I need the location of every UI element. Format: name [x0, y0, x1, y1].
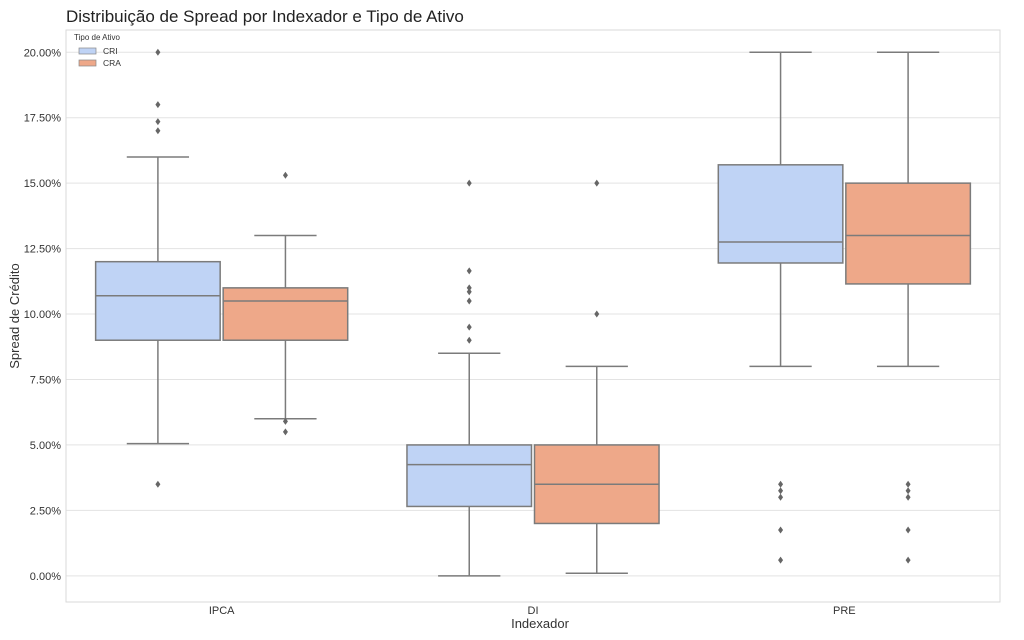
outlier-point — [466, 179, 472, 187]
outlier-point — [466, 336, 472, 344]
outlier-point — [466, 297, 472, 305]
legend-label-cra: CRA — [103, 58, 121, 68]
outlier-point — [466, 284, 472, 292]
y-tick-label: 17.50% — [24, 113, 62, 125]
outlier-point — [778, 480, 784, 488]
legend-label-cri: CRI — [103, 46, 118, 56]
x-axis-label: Indexador — [511, 616, 569, 631]
outlier-point — [905, 493, 911, 501]
outlier-point — [778, 556, 784, 564]
outlier-point — [155, 480, 161, 488]
x-axis: IPCA DI PRE — [209, 605, 856, 617]
box-cra-pre — [845, 51, 972, 564]
y-tick-label: 12.50% — [24, 244, 62, 256]
outlier-point — [778, 493, 784, 501]
outlier-point — [905, 556, 911, 564]
y-tick-label: 20.00% — [24, 47, 62, 59]
box-cri-di — [406, 179, 533, 577]
outlier-point — [905, 480, 911, 488]
outlier-point — [282, 417, 288, 425]
outlier-point — [155, 101, 161, 109]
outlier-point — [778, 526, 784, 534]
y-tick-label: 5.00% — [30, 440, 61, 452]
outlier-point — [155, 127, 161, 135]
legend-swatch-cra — [78, 59, 97, 67]
outlier-point — [905, 526, 911, 534]
outlier-point — [282, 428, 288, 436]
box-cra-ipca — [222, 171, 349, 436]
iqr-box — [94, 260, 221, 341]
iqr-box — [717, 164, 844, 264]
outlier-point — [466, 267, 472, 275]
legend: Tipo de Ativo CRI CRA — [74, 33, 121, 68]
box-cri-pre — [717, 51, 844, 564]
y-axis-label: Spread de Crédito — [7, 263, 22, 369]
chart-title: Distribuição de Spread por Indexador e T… — [66, 7, 464, 26]
y-tick-label: 15.00% — [24, 178, 62, 190]
y-tick-label: 7.50% — [30, 374, 61, 386]
x-tick-label: PRE — [833, 605, 856, 617]
iqr-box — [845, 182, 972, 285]
y-tick-label: 0.00% — [30, 571, 61, 583]
plot-frame — [65, 29, 1001, 603]
legend-swatch-cri — [78, 47, 97, 55]
legend-title: Tipo de Ativo — [74, 33, 121, 42]
outlier-point — [778, 487, 784, 495]
outlier-point — [594, 310, 600, 318]
box-cri-ipca — [94, 48, 221, 488]
grid — [66, 51, 1000, 577]
x-tick-label: IPCA — [209, 605, 235, 617]
outlier-point — [594, 179, 600, 187]
y-axis: 0.00% 2.50% 5.00% 7.50% 10.00% 12.50% 15.00% 17… — [24, 47, 62, 583]
outlier-point — [466, 323, 472, 331]
outlier-point — [282, 171, 288, 179]
outlier-point — [155, 48, 161, 56]
boxes — [94, 48, 972, 577]
box-cra-di — [533, 179, 660, 574]
outlier-point — [466, 288, 472, 296]
iqr-box — [406, 444, 533, 508]
y-tick-label: 10.00% — [24, 309, 62, 321]
y-tick-label: 2.50% — [30, 505, 61, 517]
iqr-box — [222, 287, 349, 341]
outlier-point — [905, 487, 911, 495]
x-tick-label: DI — [528, 605, 539, 617]
outlier-point — [155, 118, 161, 126]
